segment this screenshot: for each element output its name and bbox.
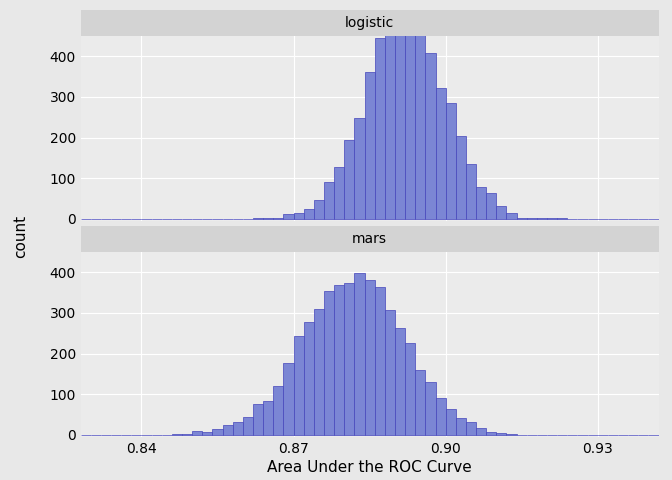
Bar [405,343,415,435]
Bar [212,430,222,435]
Bar [334,285,344,435]
Bar [415,34,425,219]
Bar [497,206,507,219]
Bar [364,280,375,435]
Bar [527,218,537,219]
Bar [466,164,476,219]
Bar [435,88,446,219]
Bar [263,218,274,219]
Bar [202,432,212,435]
Bar [446,409,456,435]
Text: Area Under the ROC Curve: Area Under the ROC Curve [267,460,472,475]
Bar [405,32,415,219]
Bar [253,404,263,435]
Bar [456,418,466,435]
Bar [364,72,375,219]
Bar [314,200,324,219]
Bar [507,433,517,435]
Bar [284,363,294,435]
Bar [466,422,476,435]
Bar [324,182,334,219]
Bar [507,213,517,219]
Bar [294,336,304,435]
Bar [375,37,385,219]
Bar [497,433,507,435]
Bar [263,401,274,435]
Bar [375,287,385,435]
Bar [304,209,314,219]
Bar [487,193,497,219]
Bar [344,140,354,219]
Bar [395,17,405,219]
Bar [274,218,284,219]
Bar [435,398,446,435]
Bar [354,118,364,219]
Bar [385,29,395,219]
Bar [425,382,435,435]
Bar [274,385,284,435]
Bar [537,218,547,219]
Bar [314,309,324,435]
Text: mars: mars [352,232,387,246]
Bar [415,370,425,435]
Bar [354,273,364,435]
Bar [395,327,405,435]
Bar [476,187,487,219]
Bar [446,103,456,219]
Bar [284,214,294,219]
Bar [487,432,497,435]
Bar [324,291,334,435]
Bar [243,417,253,435]
Bar [192,431,202,435]
Text: count: count [13,215,28,258]
Bar [334,167,344,219]
Bar [233,422,243,435]
Bar [425,53,435,219]
Bar [304,322,314,435]
Bar [344,283,354,435]
Bar [253,217,263,219]
Bar [172,434,182,435]
Bar [476,428,487,435]
Bar [222,425,233,435]
Bar [385,311,395,435]
Text: logistic: logistic [345,16,394,30]
Bar [294,213,304,219]
Bar [456,136,466,219]
